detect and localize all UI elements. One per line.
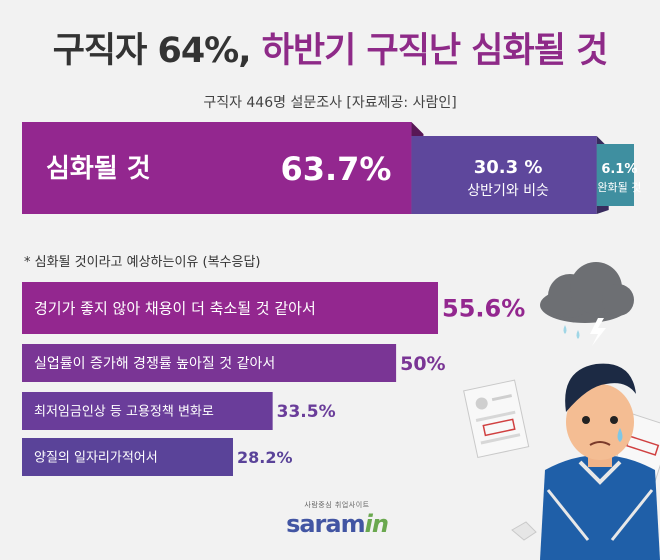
stacked-bar-chart: 심화될 것 63.7% 30.3 % 상반기와 비슷 6.1% 완화될 것 xyxy=(22,122,641,214)
stack-value-2: 30.3 % xyxy=(474,157,543,178)
reason-row-2: 실업률이 증가해 경쟁률 높아질 것 같아서 50% xyxy=(22,344,446,382)
footnote: * 심화될 것이라고 예상하는이유 (복수응답) xyxy=(24,255,261,270)
stack-label-3: 완화될 것 xyxy=(597,180,641,194)
reason-bar-4 xyxy=(22,438,233,476)
reason-bar-3 xyxy=(22,392,273,430)
page-title: 구직자 64%, 하반기 구직난 심화될 것 xyxy=(0,22,660,73)
reason-bar-2 xyxy=(22,344,397,382)
reason-label-2: 실업률이 증가해 경쟁률 높아질 것 같아서 xyxy=(34,356,275,372)
logo-brand: saramin xyxy=(286,510,389,538)
reason-row-1: 경기가 좋지 않아 채용이 더 축소될 것 같아서 55.6% xyxy=(22,282,525,334)
reason-row-3: 최저임금인상 등 고용정책 변화로 33.5% xyxy=(22,392,336,430)
reason-bar-1 xyxy=(22,282,438,334)
reason-row-4: 양질의 일자리가적어서 28.2% xyxy=(22,438,293,476)
stack-label-2: 상반기와 비슷 xyxy=(467,183,549,199)
subtitle: 구직자 446명 설문조사 [자료제공: 사람인] xyxy=(203,95,457,111)
stack-segment-3: 6.1% 완화될 것 xyxy=(596,144,641,206)
worried-person-illustration xyxy=(540,363,660,560)
title-part-2: 하반기 구직난 심화될 것 xyxy=(261,31,609,71)
stack-value-1: 63.7% xyxy=(280,150,391,188)
logo-brand-main: saram xyxy=(286,510,366,538)
reason-value-2: 50% xyxy=(400,353,445,375)
stack-bar-1 xyxy=(22,122,412,214)
stack-label-1: 심화될 것 xyxy=(46,154,151,184)
logo-brand-suffix: in xyxy=(364,510,389,538)
reason-value-3: 33.5% xyxy=(277,402,336,422)
stack-bar-3 xyxy=(596,144,634,206)
reason-bar-chart: 경기가 좋지 않아 채용이 더 축소될 것 같아서 55.6% 실업률이 증가해 경… xyxy=(22,282,525,476)
reason-label-4: 양질의 일자리가적어서 xyxy=(34,451,158,466)
saramin-logo: 사람중심 취업사이트 saramin xyxy=(282,500,392,538)
title-part-1: 구직자 64%, xyxy=(52,31,252,71)
rain-cloud-illustration xyxy=(540,262,634,346)
logo-tagline: 사람중심 취업사이트 xyxy=(304,501,370,509)
reason-value-1: 55.6% xyxy=(442,295,525,323)
reason-label-1: 경기가 좋지 않아 채용이 더 축소될 것 같아서 xyxy=(34,299,316,317)
reason-label-3: 최저임금인상 등 고용정책 변화로 xyxy=(34,405,214,420)
stack-segment-1: 심화될 것 63.7% xyxy=(22,122,424,214)
stack-segment-2: 30.3 % 상반기와 비슷 xyxy=(411,136,609,214)
stack-bar-2 xyxy=(411,136,597,214)
reason-value-4: 28.2% xyxy=(237,448,293,467)
stack-value-3: 6.1% xyxy=(601,162,637,177)
